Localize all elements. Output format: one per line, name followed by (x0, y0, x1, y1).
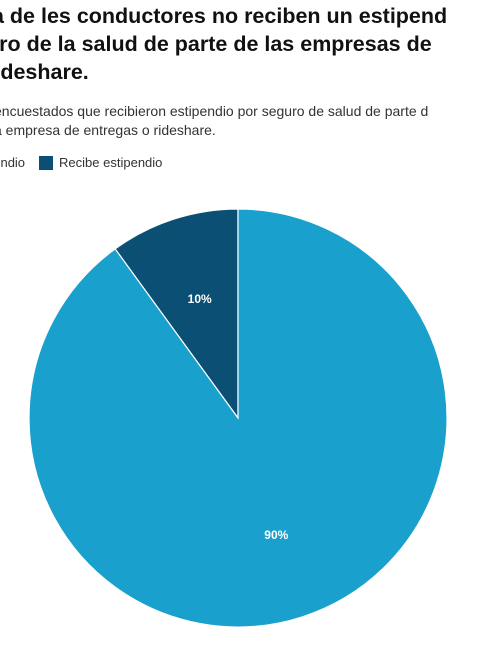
chart-subtitle: encuestados que recibieron estipendio po… (0, 102, 500, 140)
pie-slice-1 (114, 208, 239, 420)
pie-slice-0 (28, 208, 448, 628)
chart-subtitle-line-1: encuestados que recibieron estipendio po… (0, 103, 429, 119)
chart-title-line-2: uro de la salud de parte de las empresas… (0, 32, 432, 56)
chart-title-line-3: rideshare. (0, 60, 89, 84)
legend-label-stipend: Recibe estipendio (59, 155, 163, 170)
pie-slice-label-0: 90% (264, 528, 288, 542)
legend-item-no-stipend: pendio (0, 155, 25, 170)
legend-swatch-stipend (39, 155, 54, 170)
chart-subtitle-line-2: a empresa de entregas o rideshare. (0, 122, 216, 138)
chart-title: ía de les conductores no reciben un esti… (0, 2, 500, 86)
legend-label-no-stipend: pendio (0, 155, 26, 170)
legend-item-stipend: Recibe estipendio (39, 155, 162, 170)
chart-title-line-1: ía de les conductores no reciben un esti… (0, 4, 448, 28)
pie-slice-label-1: 10% (188, 292, 212, 306)
chart-legend: pendio Recibe estipendio (0, 155, 176, 170)
